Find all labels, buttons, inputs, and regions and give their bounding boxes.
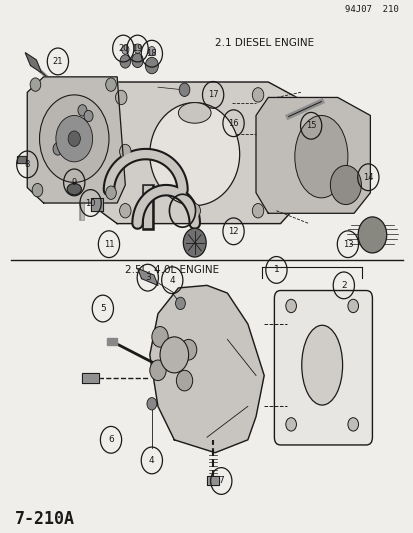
Circle shape [252,88,263,102]
Text: 14: 14 [362,173,373,182]
Text: 13: 13 [342,240,352,249]
Circle shape [357,217,386,253]
Circle shape [84,110,93,122]
Text: 15: 15 [305,122,316,130]
Circle shape [78,104,87,116]
Ellipse shape [178,103,211,123]
Text: 9: 9 [71,178,77,187]
Ellipse shape [294,116,347,198]
FancyBboxPatch shape [274,290,372,445]
Circle shape [119,144,131,159]
Circle shape [183,228,206,257]
Polygon shape [107,338,117,344]
Circle shape [133,44,141,53]
Circle shape [330,165,361,205]
Circle shape [152,327,168,347]
Circle shape [105,78,116,91]
Ellipse shape [301,325,342,405]
Text: 7-210A: 7-210A [15,510,75,528]
Text: 3: 3 [145,273,150,282]
Text: 7: 7 [218,477,223,486]
Circle shape [40,95,109,182]
Circle shape [189,204,200,218]
Circle shape [347,299,358,313]
Polygon shape [137,269,158,285]
Circle shape [131,53,143,68]
Circle shape [180,340,196,360]
Circle shape [147,398,157,410]
Polygon shape [150,285,263,453]
Text: 2: 2 [340,281,346,290]
Text: 5: 5 [100,304,105,313]
Text: 19: 19 [132,44,142,53]
Text: 8: 8 [24,160,30,169]
Polygon shape [17,156,26,163]
Circle shape [145,58,158,74]
Polygon shape [25,53,41,73]
Ellipse shape [67,183,81,195]
Circle shape [105,186,116,199]
Circle shape [68,131,80,147]
Polygon shape [27,77,125,203]
Text: 6: 6 [108,435,114,445]
Circle shape [30,78,40,91]
Text: 10: 10 [85,198,96,207]
Text: 21: 21 [52,57,63,66]
Text: 4: 4 [149,456,154,465]
Polygon shape [255,98,370,213]
Circle shape [285,418,296,431]
Text: 16: 16 [228,119,238,128]
Circle shape [252,204,263,218]
Circle shape [179,83,190,96]
Text: 94J07  210: 94J07 210 [344,5,398,13]
Text: 4: 4 [169,276,175,285]
Circle shape [160,337,188,373]
Text: 2.1 DIESEL ENGINE: 2.1 DIESEL ENGINE [215,38,313,49]
Text: 12: 12 [228,227,238,236]
Circle shape [53,143,63,155]
Text: 18: 18 [146,49,157,58]
Circle shape [121,45,129,54]
Circle shape [347,418,358,431]
Polygon shape [206,476,219,484]
Polygon shape [90,198,102,211]
Circle shape [56,116,93,162]
Circle shape [175,297,185,310]
Circle shape [150,360,166,381]
Text: 20: 20 [118,44,128,53]
Text: 17: 17 [207,91,218,99]
Ellipse shape [150,103,239,206]
Circle shape [32,183,43,197]
Text: 11: 11 [104,240,114,249]
Text: 1: 1 [273,265,279,274]
Circle shape [119,204,131,218]
Circle shape [148,46,155,56]
Polygon shape [82,373,99,383]
Text: 2.5L, 4.0L ENGINE: 2.5L, 4.0L ENGINE [125,265,219,275]
Circle shape [62,144,70,154]
Circle shape [120,55,131,68]
Circle shape [285,299,296,313]
Circle shape [115,90,127,104]
Circle shape [176,370,192,391]
Polygon shape [93,82,296,224]
